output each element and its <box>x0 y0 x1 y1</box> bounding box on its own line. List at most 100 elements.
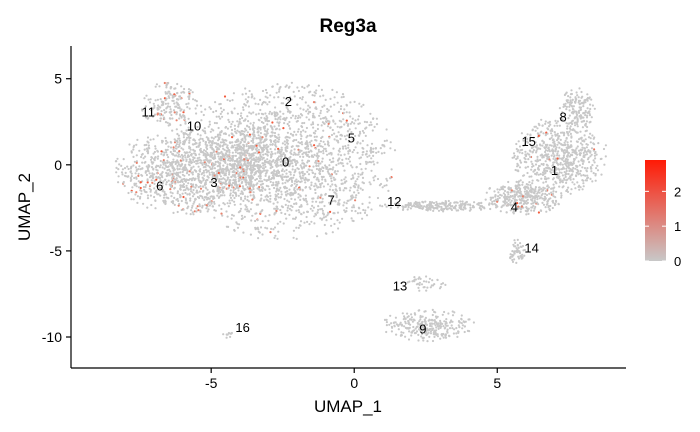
cell-point <box>158 85 161 88</box>
cell-point <box>368 124 371 127</box>
cell-point <box>359 211 362 215</box>
cell-point <box>436 333 439 336</box>
cell-point <box>270 164 273 167</box>
cell-point <box>275 173 278 176</box>
cell-point <box>277 116 280 119</box>
cell-point <box>576 94 579 97</box>
cell-point <box>370 161 373 164</box>
cell-point <box>278 136 281 139</box>
cell-point <box>186 136 189 139</box>
cell-point <box>136 201 139 204</box>
cell-point <box>376 161 379 164</box>
cell-point <box>213 200 216 204</box>
cell-point <box>593 154 597 157</box>
cell-point <box>290 177 293 180</box>
cell-point <box>255 137 258 140</box>
cell-point <box>115 171 118 174</box>
cell-point <box>152 102 155 105</box>
cell-point <box>243 145 246 148</box>
cell-point <box>556 124 559 127</box>
cell-point <box>326 119 329 122</box>
cell-point <box>346 124 349 127</box>
cell-point <box>205 207 208 210</box>
cell-point <box>346 130 349 133</box>
cell-point <box>154 85 157 88</box>
cell-point <box>264 174 267 177</box>
cell-point <box>214 176 217 179</box>
cell-point <box>263 126 266 130</box>
cell-point <box>206 151 209 154</box>
cell-point <box>545 166 548 169</box>
cell-point <box>279 118 282 121</box>
cell-point <box>321 217 324 220</box>
cell-point <box>332 212 335 215</box>
cell-point <box>190 206 194 209</box>
cell-point <box>275 127 278 130</box>
cell-point <box>164 92 167 95</box>
cell-point <box>277 230 280 233</box>
cell-point <box>245 145 248 148</box>
cell-point <box>429 330 432 333</box>
cell-point <box>239 203 242 206</box>
cell-point <box>265 184 268 187</box>
cell-point <box>185 103 188 106</box>
cell-point <box>489 198 492 201</box>
cell-point <box>574 150 577 154</box>
cell-point <box>237 175 240 178</box>
cell-point <box>596 169 600 172</box>
cell-point <box>329 97 332 100</box>
cell-point <box>542 141 546 144</box>
cell-point <box>592 159 595 162</box>
cell-point <box>565 189 568 193</box>
cell-point <box>539 173 542 176</box>
cell-point <box>524 188 527 191</box>
cell-point <box>304 197 307 200</box>
cell-point <box>322 117 325 120</box>
cell-point <box>524 166 527 169</box>
cell-point <box>337 162 340 165</box>
cell-point <box>290 149 293 152</box>
cell-point <box>404 317 407 320</box>
cell-point <box>520 193 523 196</box>
cell-point <box>229 189 232 192</box>
cell-point <box>209 181 212 184</box>
cell-point <box>603 163 606 166</box>
cell-point <box>216 151 220 154</box>
cell-point <box>219 141 223 144</box>
cell-point <box>145 173 148 177</box>
cell-point <box>552 152 555 155</box>
cell-point <box>269 200 272 203</box>
cell-point <box>239 207 243 210</box>
cell-point <box>526 183 530 186</box>
cell-point <box>319 150 323 153</box>
cell-point <box>178 117 181 120</box>
cell-point <box>207 196 210 199</box>
cell-point <box>549 167 552 170</box>
cell-point <box>449 201 452 205</box>
cell-point <box>326 153 329 156</box>
cell-point <box>288 96 292 99</box>
cell-point <box>274 207 277 210</box>
cell-point <box>600 173 603 176</box>
cell-point <box>142 202 145 205</box>
cell-point <box>183 109 186 112</box>
cell-point <box>190 171 193 174</box>
cell-point <box>177 155 180 158</box>
cell-point <box>166 169 169 172</box>
cell-point <box>563 115 566 118</box>
cell-point <box>252 111 255 114</box>
cell-point <box>314 212 317 215</box>
cell-point <box>189 213 192 216</box>
cell-point <box>370 157 373 160</box>
cell-point <box>560 149 564 152</box>
cell-point <box>369 112 372 115</box>
cell-point <box>146 197 150 200</box>
cell-point <box>244 208 247 211</box>
cell-point <box>323 122 326 125</box>
cell-point <box>249 233 252 236</box>
cell-point <box>224 125 228 129</box>
cell-point <box>219 167 222 170</box>
cell-point <box>570 104 573 107</box>
cell-point <box>245 205 248 209</box>
cell-point <box>217 126 220 130</box>
